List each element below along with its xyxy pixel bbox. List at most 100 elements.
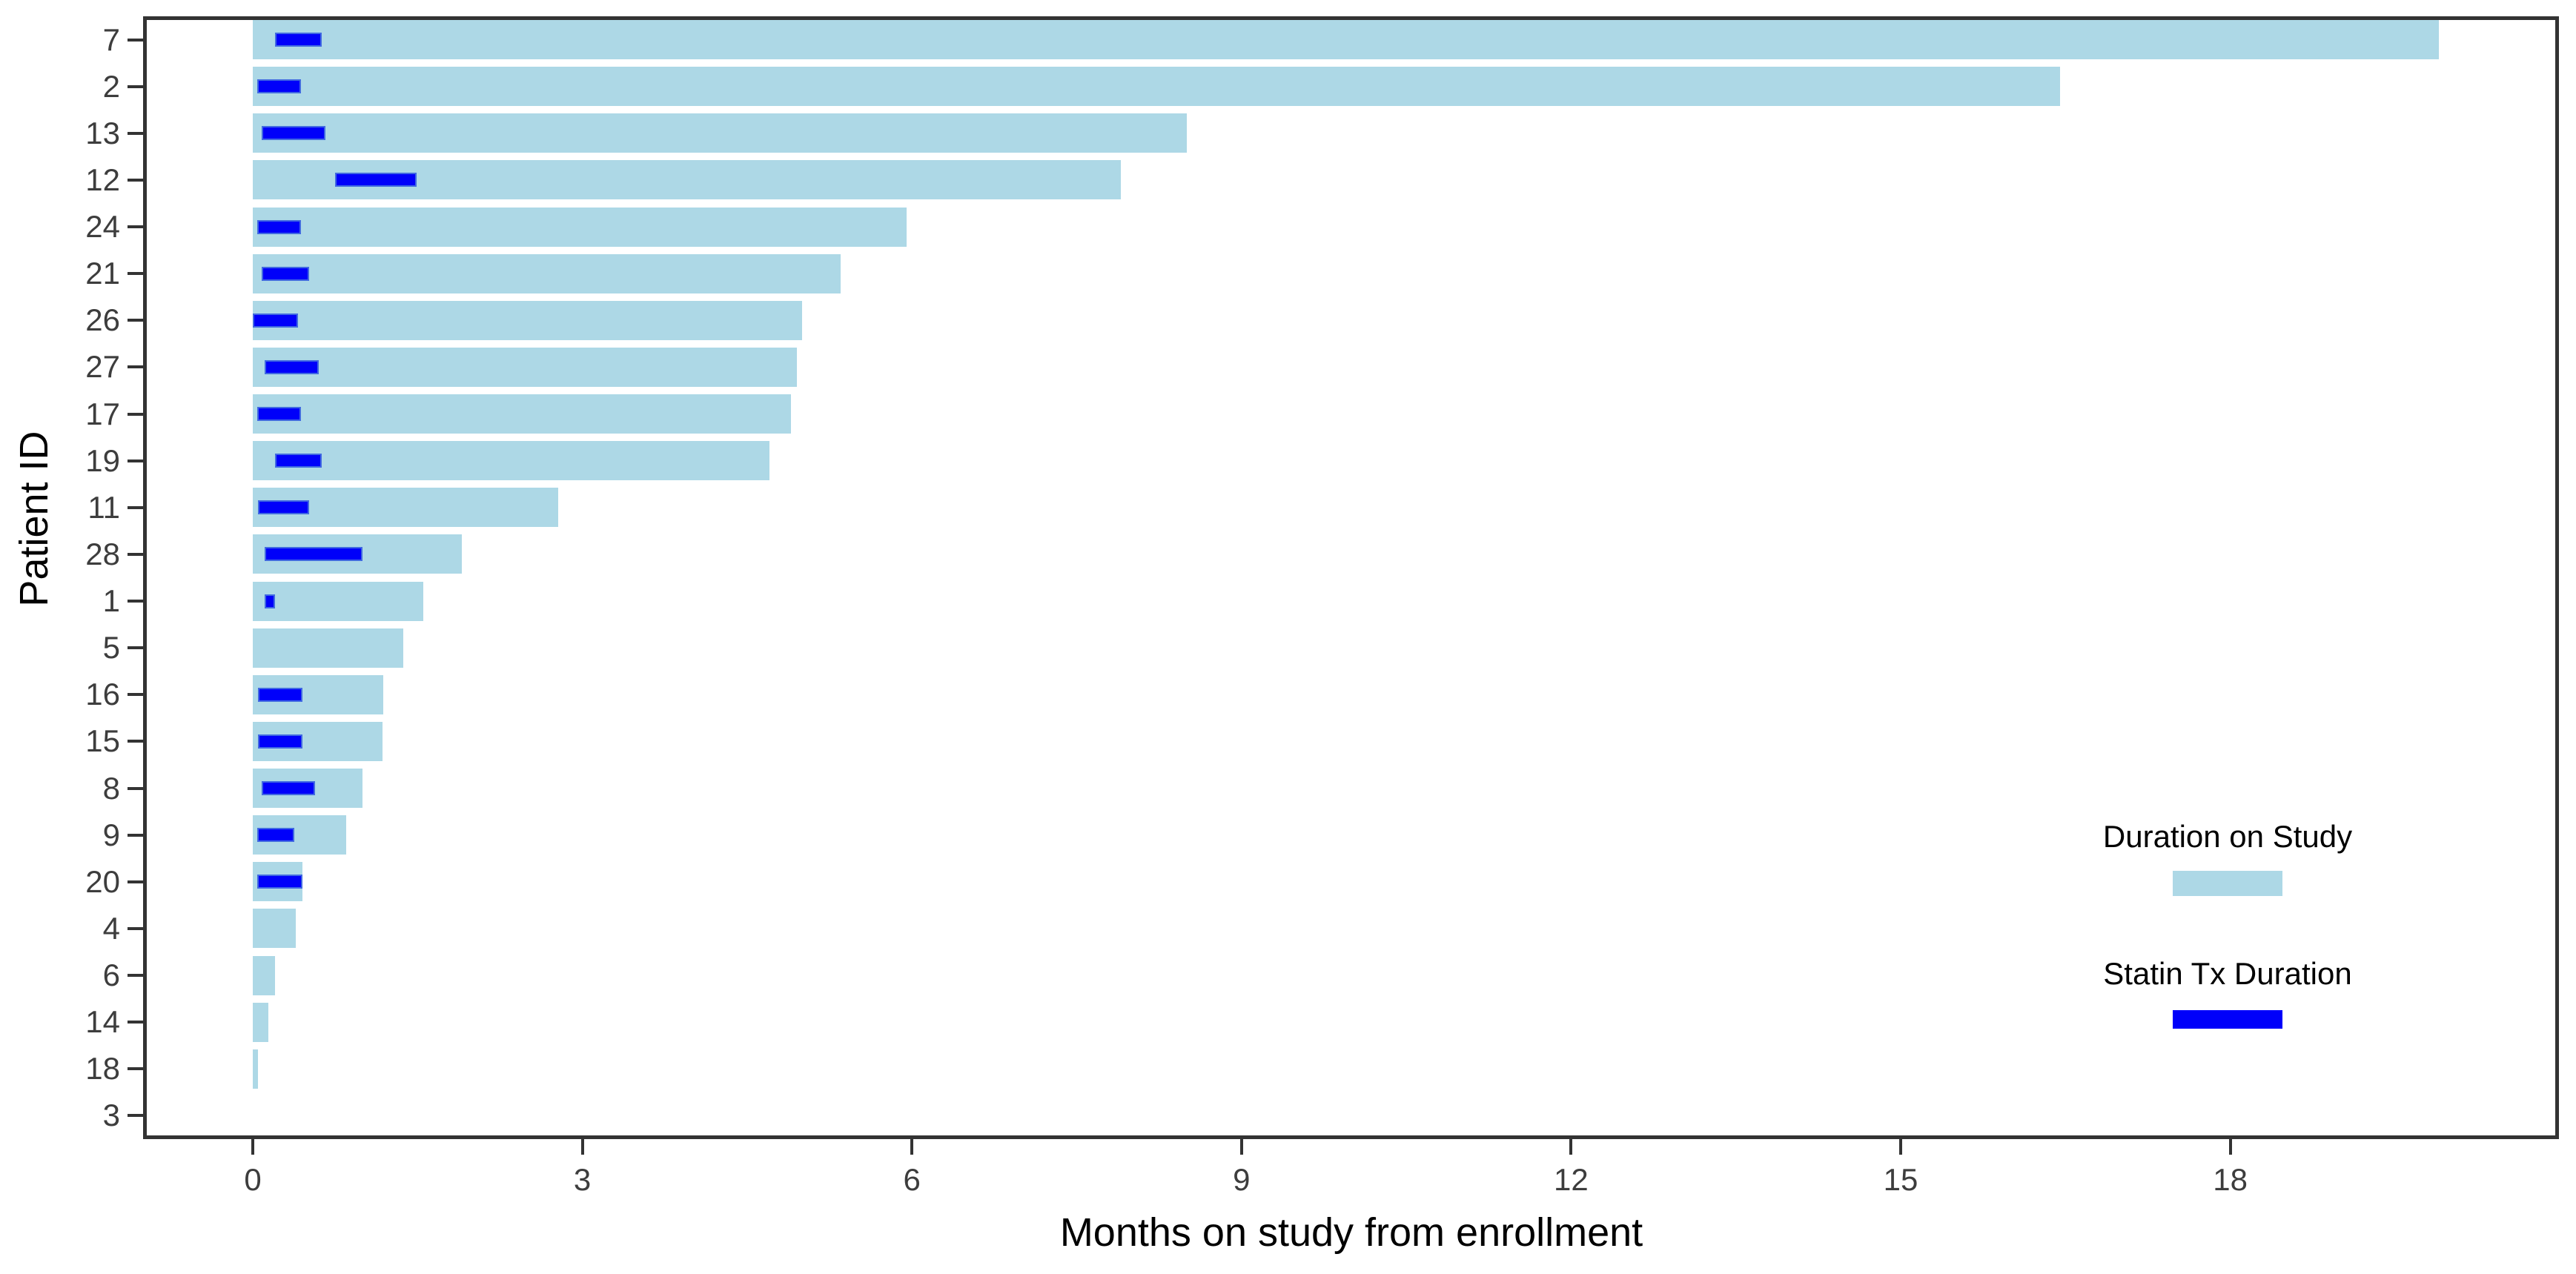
y-tick-mark	[128, 272, 143, 276]
y-tick-label-patient-11: 11	[87, 489, 120, 525]
y-tick-mark	[128, 974, 143, 978]
statin-bar-patient-20	[256, 875, 302, 889]
x-tick-mark	[2228, 1139, 2232, 1155]
y-tick-mark	[128, 833, 143, 837]
statin-bar-patient-13	[261, 126, 325, 141]
x-tick-label-0: 0	[244, 1162, 262, 1197]
y-tick-label-patient-15: 15	[85, 723, 120, 759]
statin-bar-patient-24	[256, 219, 302, 234]
y-tick-label-patient-3: 3	[102, 1098, 120, 1133]
statin-bar-patient-1	[265, 594, 275, 608]
duration-bar-patient-1	[253, 581, 423, 621]
legend-swatch-statin	[2173, 1010, 2282, 1029]
y-tick-mark	[128, 693, 143, 697]
y-tick-label-patient-9: 9	[102, 817, 120, 852]
y-tick-mark	[128, 552, 143, 556]
y-tick-label-patient-13: 13	[85, 115, 120, 150]
x-tick-label-15: 15	[1883, 1162, 1918, 1197]
statin-bar-patient-27	[265, 359, 319, 374]
duration-bar-patient-18	[253, 1049, 259, 1089]
y-tick-label-patient-7: 7	[102, 21, 120, 57]
y-tick-label-patient-28: 28	[85, 536, 120, 571]
statin-bar-patient-11	[258, 500, 309, 515]
x-tick-mark	[580, 1139, 584, 1155]
y-tick-label-patient-6: 6	[102, 958, 120, 993]
duration-bar-patient-14	[253, 1002, 268, 1042]
plot-panel	[143, 16, 2559, 1139]
y-tick-label-patient-17: 17	[85, 396, 120, 431]
duration-bar-patient-6	[253, 955, 275, 995]
y-tick-mark	[128, 926, 143, 930]
y-tick-mark	[128, 600, 143, 603]
y-tick-mark	[128, 505, 143, 509]
y-tick-label-patient-4: 4	[102, 910, 120, 946]
y-tick-mark	[128, 84, 143, 88]
x-tick-label-9: 9	[1233, 1162, 1251, 1197]
y-tick-label-patient-21: 21	[85, 256, 120, 291]
y-tick-label-patient-19: 19	[85, 442, 120, 478]
legend-label-statin: Statin Tx Duration	[2103, 956, 2352, 991]
duration-bar-patient-13	[253, 113, 1187, 153]
x-tick-label-3: 3	[573, 1162, 592, 1197]
statin-bar-patient-15	[258, 734, 302, 749]
y-tick-label-patient-20: 20	[85, 863, 120, 899]
x-tick-mark	[251, 1139, 254, 1155]
legend-swatch-duration	[2173, 871, 2282, 896]
duration-bar-patient-17	[253, 394, 792, 434]
y-tick-label-patient-12: 12	[85, 162, 120, 197]
duration-bar-patient-4	[253, 909, 296, 949]
y-tick-label-patient-14: 14	[85, 1004, 120, 1040]
statin-bar-patient-8	[261, 781, 316, 796]
duration-bar-patient-26	[253, 300, 802, 340]
y-tick-label-patient-2: 2	[102, 68, 120, 104]
statin-bar-patient-7	[274, 33, 322, 47]
y-tick-mark	[128, 740, 143, 743]
statin-bar-patient-21	[261, 266, 309, 281]
x-tick-mark	[1239, 1139, 1243, 1155]
statin-bar-patient-26	[253, 313, 298, 328]
y-tick-mark	[128, 1067, 143, 1071]
y-tick-mark	[128, 459, 143, 462]
x-tick-label-6: 6	[903, 1162, 921, 1197]
y-tick-mark	[128, 131, 143, 135]
duration-bar-patient-27	[253, 347, 797, 387]
statin-bar-patient-28	[265, 547, 363, 562]
y-tick-mark	[128, 412, 143, 416]
y-tick-mark	[128, 1021, 143, 1024]
y-tick-mark	[128, 365, 143, 369]
duration-bar-patient-2	[253, 67, 2060, 107]
duration-bar-patient-24	[253, 207, 907, 247]
y-tick-label-patient-27: 27	[85, 349, 120, 385]
statin-bar-patient-2	[256, 79, 302, 94]
statin-bar-patient-12	[335, 173, 417, 188]
y-tick-mark	[128, 38, 143, 42]
y-tick-label-patient-8: 8	[102, 770, 120, 806]
y-tick-label-patient-16: 16	[85, 677, 120, 712]
duration-bar-patient-21	[253, 253, 841, 293]
y-tick-label-patient-1: 1	[102, 583, 120, 619]
y-tick-mark	[128, 1114, 143, 1118]
y-tick-mark	[128, 786, 143, 790]
statin-bar-patient-17	[256, 407, 302, 422]
duration-bar-patient-5	[253, 628, 404, 668]
y-tick-label-patient-5: 5	[102, 630, 120, 666]
x-tick-mark	[910, 1139, 914, 1155]
y-tick-label-patient-24: 24	[85, 209, 120, 245]
x-axis-title: Months on study from enrollment	[1059, 1210, 1643, 1255]
y-tick-mark	[128, 319, 143, 322]
x-tick-mark	[1899, 1139, 1902, 1155]
x-tick-label-12: 12	[1554, 1162, 1589, 1197]
x-tick-label-18: 18	[2213, 1162, 2248, 1197]
statin-bar-patient-19	[274, 454, 322, 468]
legend-label-duration: Duration on Study	[2102, 819, 2353, 854]
duration-bar-patient-19	[253, 441, 769, 481]
y-tick-label-patient-18: 18	[85, 1051, 120, 1086]
y-tick-mark	[128, 646, 143, 650]
y-tick-mark	[128, 178, 143, 182]
y-tick-mark	[128, 880, 143, 883]
y-tick-mark	[128, 225, 143, 229]
statin-bar-patient-16	[258, 687, 302, 702]
duration-bar-patient-7	[253, 20, 2440, 60]
statin-bar-patient-9	[256, 828, 295, 843]
